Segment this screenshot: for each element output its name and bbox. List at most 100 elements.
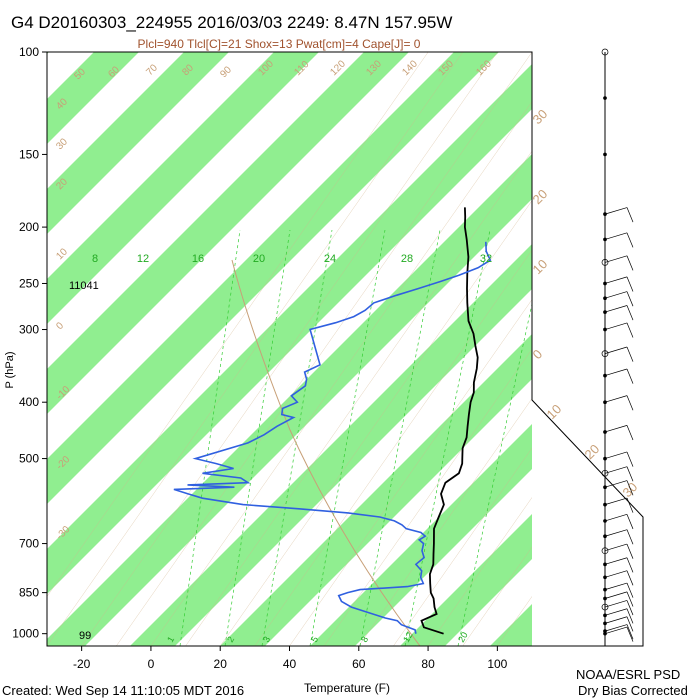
wind-barb	[604, 600, 628, 608]
isotherm-line	[81, 52, 498, 646]
isotherm-line	[185, 150, 532, 646]
y-tick-label: 400	[19, 395, 39, 409]
wind-barb-feather	[626, 451, 634, 467]
wind-barb	[604, 232, 628, 240]
wind-barb	[604, 291, 628, 299]
y-tick-label: 300	[19, 323, 39, 337]
mixing-ratio-label: 5	[309, 635, 320, 644]
band	[490, 604, 532, 646]
isotherm-line	[393, 447, 532, 646]
isotherm-label: 10	[530, 256, 551, 277]
wind-barb-feather	[626, 582, 634, 598]
wind-level-marker	[601, 469, 609, 477]
band	[47, 154, 532, 646]
wind-barb-feather	[626, 591, 634, 607]
band	[47, 52, 319, 324]
x-tick-label: 80	[421, 657, 435, 671]
wind-barb-feather	[626, 207, 634, 223]
isotherm-line	[427, 497, 532, 646]
mixing-ratio-label: 24	[324, 253, 336, 265]
wind-level-marker	[601, 603, 609, 611]
wind-barb	[604, 557, 628, 565]
mixing-ratio-line	[309, 229, 386, 646]
band	[47, 52, 409, 414]
footer-created: Created: Wed Sep 14 11:10:05 MDT 2016	[2, 683, 244, 698]
wind-barb-feather	[626, 529, 634, 545]
mixing-ratio-line	[179, 229, 241, 646]
wind-barb-feather	[626, 616, 634, 632]
wind-level-marker	[601, 259, 609, 266]
mixing-ratio-line	[404, 229, 491, 646]
y-tick-label: 250	[19, 276, 39, 290]
chart-title: G4 D20160303_224955 2016/03/03 2249: 8.4…	[11, 13, 452, 32]
y-tick-label: 100	[19, 45, 39, 59]
isotherm-label: 30	[620, 479, 641, 500]
y-tick-label: 500	[19, 452, 39, 466]
band	[310, 424, 532, 646]
wind-barb	[604, 207, 628, 215]
y-tick-label: 1000	[12, 627, 39, 641]
wind-barb-feather	[626, 395, 634, 411]
wind-barb-feather	[626, 557, 634, 573]
x-tick-label: 40	[283, 657, 297, 671]
isotherm-line	[531, 645, 532, 646]
isotherm-line	[358, 398, 532, 646]
band	[220, 334, 532, 646]
plot-frame	[46, 51, 644, 647]
isotherm-label: 140	[400, 58, 420, 78]
chart-subtitle: Plcl=940 Tlcl[C]=21 Shox=13 Pwat[cm]=4 C…	[138, 37, 421, 51]
isotherm-line	[567, 52, 700, 646]
isotherm-line	[636, 52, 700, 646]
mixing-ratio-label: 2	[225, 635, 236, 644]
mixing-ratio-line	[359, 229, 441, 646]
y-tick-label: 850	[19, 586, 39, 600]
mixing-ratio-line	[457, 302, 532, 646]
isotherm-label: 30	[530, 106, 551, 127]
y-tick-label: 150	[19, 147, 39, 161]
isotherm-label: 0	[54, 320, 66, 332]
wind-barb-feather	[626, 346, 634, 362]
wind-barb-column	[601, 48, 634, 646]
wind-barb	[604, 322, 628, 330]
x-tick-label: 0	[148, 657, 155, 671]
wind-barb	[604, 497, 628, 505]
mixing-ratio-label: 8	[359, 635, 370, 644]
wind-barb-feather	[626, 368, 634, 384]
y-tick-label: 200	[19, 220, 39, 234]
wind-level-marker	[601, 547, 609, 555]
isotherm-line	[254, 249, 532, 646]
surface-label: 99	[79, 630, 91, 642]
wind-barb-feather	[626, 276, 634, 292]
wind-barb	[604, 255, 628, 263]
wind-barb	[604, 543, 628, 552]
wind-barb-feather	[626, 624, 634, 640]
mixing-ratio-label: 20	[456, 630, 470, 644]
wind-barb	[604, 570, 628, 578]
band	[47, 52, 499, 504]
wind-barb-feather	[626, 514, 634, 530]
x-tick-label: 60	[352, 657, 366, 671]
wind-barb	[604, 395, 628, 403]
wind-level-marker	[601, 350, 609, 357]
isotherm-line	[47, 52, 464, 646]
wind-barb	[604, 451, 628, 459]
isotherm-line	[323, 348, 532, 646]
band	[47, 52, 139, 145]
wind-barb	[604, 346, 628, 354]
wind-level-marker	[601, 48, 609, 56]
footer-dry-bias: Dry Bias Corrected	[578, 683, 688, 698]
y-tick-label: 700	[19, 537, 39, 551]
wind-barb-feather	[626, 608, 634, 624]
wind-barb	[604, 466, 628, 474]
temperature-line	[420, 207, 479, 635]
wind-barb-feather	[626, 480, 634, 496]
wind-level-marker	[603, 152, 607, 157]
band	[47, 52, 229, 234]
mixing-ratio-label: 1	[165, 635, 176, 644]
wind-barb-feather	[626, 255, 634, 271]
isotherm-line	[47, 52, 429, 597]
moist-adiabat-bands	[47, 52, 532, 646]
isotherm-line	[150, 101, 532, 646]
isotherm-label: 70	[144, 62, 160, 78]
